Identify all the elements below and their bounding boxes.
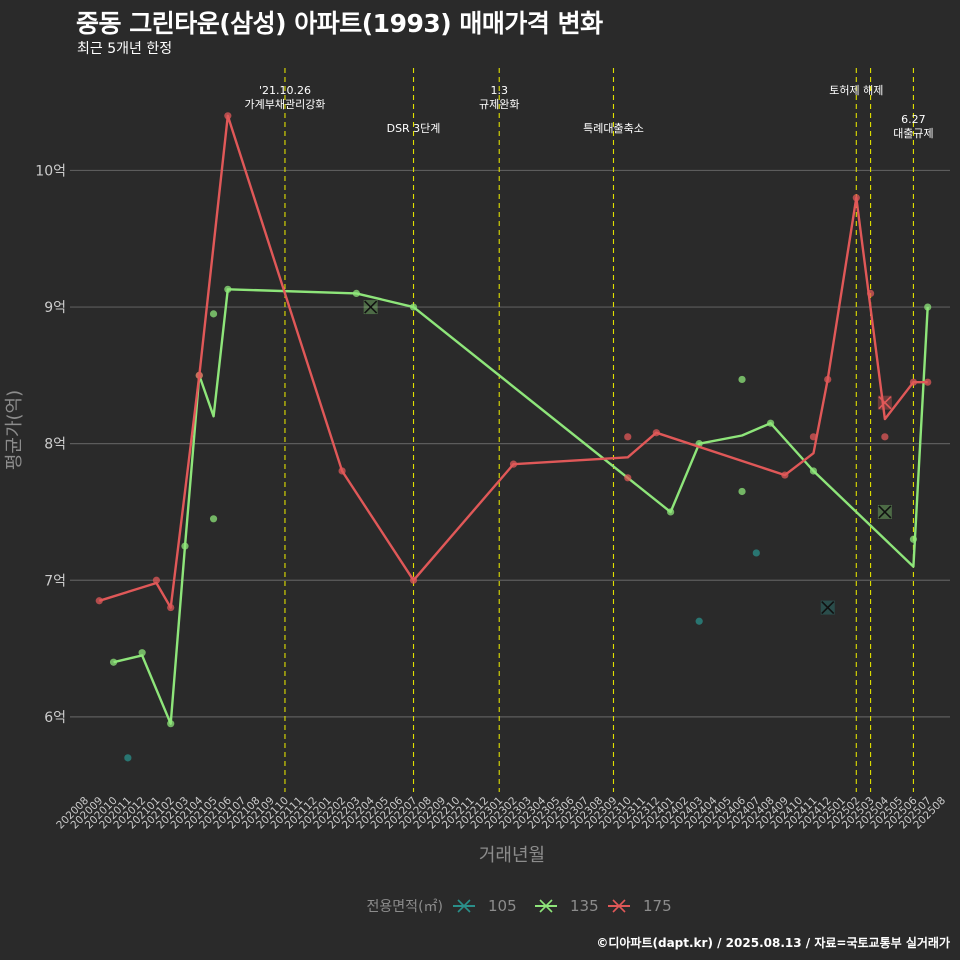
- series-105: [124, 549, 835, 762]
- chart-subtitle: 최근 5개년 한정: [77, 41, 173, 57]
- legend-label: 105: [488, 897, 517, 915]
- chart-title: 중동 그린타운(삼성) 아파트(1993) 매매가격 변화: [76, 9, 603, 38]
- y-axis-title: 평균가(억): [4, 390, 25, 470]
- axis-layer: 6억7억8억9억10억20200820200920201020201120201…: [4, 163, 948, 866]
- series-175: [95, 112, 932, 612]
- series-135: [109, 285, 932, 728]
- data-point-175: [652, 429, 660, 437]
- legend-label: 175: [643, 897, 672, 915]
- event-annotation: 토허제 해제: [829, 83, 883, 97]
- x-marker-105: [821, 601, 835, 615]
- legend-key-x: [457, 899, 471, 913]
- data-point-135: [909, 535, 918, 543]
- data-point-105: [752, 549, 760, 557]
- series-line-135: [113, 288, 929, 725]
- data-point-135: [667, 508, 675, 516]
- data-point-175: [924, 378, 932, 386]
- data-point-135: [209, 310, 218, 318]
- y-tick-label: 8억: [44, 437, 66, 453]
- data-point-135: [767, 419, 775, 427]
- data-point-175: [881, 433, 889, 441]
- legend-title: 전용면적(㎡): [367, 899, 443, 915]
- data-point-175: [509, 460, 518, 468]
- data-point-135: [738, 487, 746, 496]
- data-point-175: [809, 433, 818, 441]
- legend-key-x: [612, 899, 626, 913]
- grid-layer: [70, 169, 950, 718]
- data-point-135: [924, 303, 932, 311]
- x-marker-135: [364, 300, 378, 314]
- event-annotation: DSR 3단계: [387, 122, 441, 135]
- data-point-175: [95, 597, 103, 605]
- data-point-135: [209, 515, 218, 523]
- data-point-135: [224, 285, 232, 293]
- y-tick-label: 10억: [35, 163, 66, 179]
- legend-item-135: 135: [535, 897, 599, 915]
- data-point-175: [152, 576, 161, 584]
- series-layer: [95, 112, 932, 762]
- data-point-175: [224, 112, 232, 120]
- x-marker-135: [878, 505, 892, 519]
- event-annotation: 대출규제: [893, 127, 933, 140]
- legend-item-175: 175: [608, 897, 672, 915]
- series-line-175: [98, 114, 928, 609]
- data-point-175: [409, 576, 418, 584]
- data-point-135: [352, 289, 360, 297]
- data-point-175: [338, 467, 346, 475]
- data-point-135: [809, 467, 818, 475]
- data-point-175: [866, 289, 875, 297]
- data-point-175: [852, 194, 860, 202]
- y-tick-label: 6억: [44, 710, 66, 726]
- data-point-105: [124, 754, 132, 762]
- legend: 전용면적(㎡) 105 135 175: [367, 897, 672, 915]
- data-point-135: [181, 542, 189, 550]
- data-point-175: [624, 433, 632, 441]
- x-marker-175: [878, 396, 892, 410]
- y-tick-label: 9억: [44, 300, 66, 316]
- y-tick-label: 7억: [44, 573, 66, 589]
- data-point-175: [824, 375, 832, 384]
- data-point-175: [624, 474, 632, 482]
- legend-item-105: 105: [453, 897, 517, 915]
- data-point-135: [409, 303, 418, 311]
- event-annotation: 규제완화: [479, 98, 519, 111]
- data-point-135: [109, 658, 118, 666]
- data-point-105: [695, 617, 703, 625]
- data-point-135: [138, 649, 146, 657]
- event-annotation: 가계부채관리강화: [244, 98, 325, 111]
- data-point-135: [167, 720, 175, 728]
- data-point-175: [781, 471, 789, 479]
- x-axis-title: 거래년월: [479, 845, 545, 866]
- data-point-175: [167, 603, 175, 612]
- event-annotation: 1.3: [490, 84, 508, 97]
- data-point-175: [909, 378, 918, 386]
- event-annotation: '21.10.26: [259, 84, 311, 97]
- data-point-135: [738, 375, 746, 384]
- event-annotation: 특례대출축소: [583, 122, 644, 135]
- event-annotation: 6.27: [901, 113, 926, 126]
- legend-label: 135: [570, 897, 599, 915]
- credit-text: ©디아파트(dapt.kr) / 2025.08.13 / 자료=국토교통부 실…: [596, 936, 950, 950]
- data-point-175: [195, 371, 203, 379]
- legend-key-x: [539, 899, 553, 913]
